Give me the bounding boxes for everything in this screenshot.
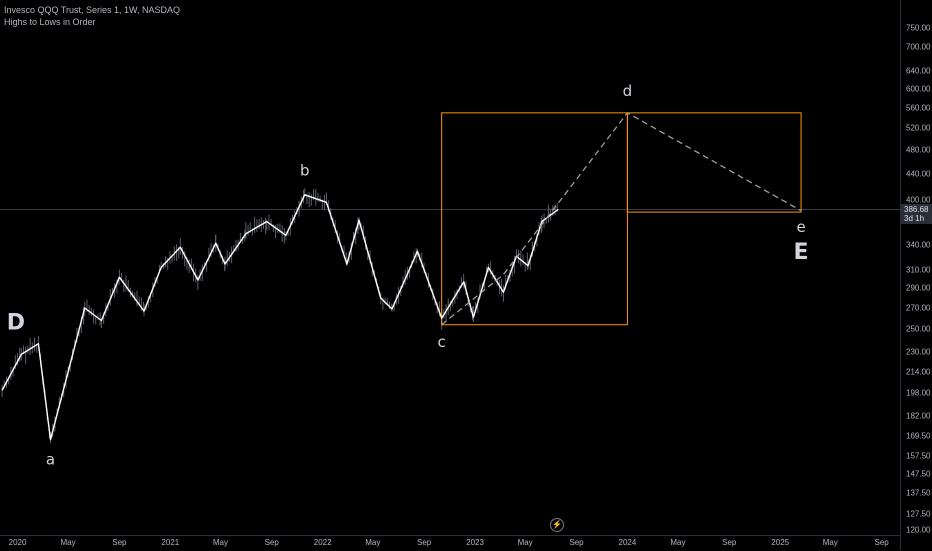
price-tick-label: 137.50: [906, 488, 931, 498]
last-price-value: 386.68: [904, 205, 929, 215]
bar-countdown: 3d 1h: [904, 214, 925, 224]
projection-box-2: [626, 112, 802, 213]
time-tick-label: Sep: [112, 538, 127, 547]
price-tick-label: 440.00: [906, 169, 931, 179]
price-tick-label: 400.00: [906, 195, 931, 205]
price-tick-label: 230.00: [906, 347, 931, 357]
price-tick-label: 520.00: [906, 123, 931, 133]
symbol-title[interactable]: Invesco QQQ Trust, Series 1, 1W, NASDAQ: [4, 5, 181, 15]
time-tick-label: Sep: [416, 538, 432, 547]
time-tick-label: May: [212, 538, 228, 547]
lightning-icon[interactable]: ⚡: [550, 518, 564, 532]
wave-label-D: D: [7, 311, 25, 336]
chart-header: Invesco QQQ Trust, Series 1, 1W, NASDAQ …: [4, 4, 180, 28]
price-tick-label: 310.00: [906, 265, 931, 275]
price-tick-label: 270.00: [906, 303, 931, 313]
price-axis[interactable]: 120.00 127.50 137.50 147.50 157.50 169.50 182.…: [900, 0, 932, 550]
time-tick-label: 2021: [161, 538, 180, 547]
time-tick-label: Sep: [874, 538, 889, 547]
chart-plot-area[interactable]: Da b c d eE: [0, 0, 900, 535]
indicator-title[interactable]: Highs to Lows in Order: [4, 17, 96, 27]
price-tick-label: 120.00: [906, 525, 931, 535]
time-tick-label: May: [517, 538, 533, 547]
price-tick-label: 290.00: [906, 283, 931, 293]
time-tick-label: 2024: [618, 538, 637, 547]
price-tick-label: 700.00: [906, 42, 931, 52]
projection-line: [441, 112, 802, 326]
price-tick-label: 250.00: [906, 324, 931, 334]
time-tick-label: May: [822, 538, 838, 547]
time-axis[interactable]: 2020 May Sep 2021 May Sep 2022 May Sep 2023 May Sep…: [0, 535, 900, 551]
time-tick-label: 2023: [466, 538, 484, 547]
wave-line: [1, 194, 559, 441]
price-tick-label: 182.00: [906, 411, 931, 421]
price-tick-label: 198.00: [906, 388, 931, 398]
wave-label-e: e: [796, 218, 805, 236]
projection-box-1: [441, 112, 628, 326]
time-tick-label: May: [60, 538, 76, 547]
time-tick-label: Sep: [264, 538, 279, 547]
price-tick-label: 157.50: [906, 451, 931, 461]
time-tick-label: 2020: [8, 538, 27, 547]
wave-label-d: d: [623, 82, 633, 100]
time-tick-label: 2025: [771, 538, 790, 547]
wave-label-E: E: [794, 240, 809, 265]
price-tick-label: 147.50: [906, 469, 931, 479]
price-tick-label: 127.50: [906, 509, 931, 519]
time-tick-label: 2022: [313, 538, 332, 547]
price-tick-label: 480.00: [906, 145, 931, 155]
price-tick-label: 169.50: [906, 431, 931, 441]
wave-label-c: c: [438, 333, 446, 351]
price-tick-label: 640.00: [906, 66, 931, 76]
price-tick-label: 560.00: [906, 103, 931, 113]
price-tick-label: 340.00: [906, 240, 931, 250]
time-tick-label: Sep: [569, 538, 584, 547]
time-tick-label: May: [670, 538, 686, 547]
time-tick-label: May: [365, 538, 381, 547]
last-price-tag: 386.68 3d 1h: [901, 204, 932, 225]
price-tick-label: 750.00: [906, 23, 931, 33]
price-tick-label: 600.00: [906, 84, 931, 94]
price-tick-label: 214.00: [906, 367, 931, 377]
wave-label-a: a: [46, 451, 55, 469]
wave-label-b: b: [300, 161, 310, 179]
time-tick-label: Sep: [722, 538, 737, 547]
